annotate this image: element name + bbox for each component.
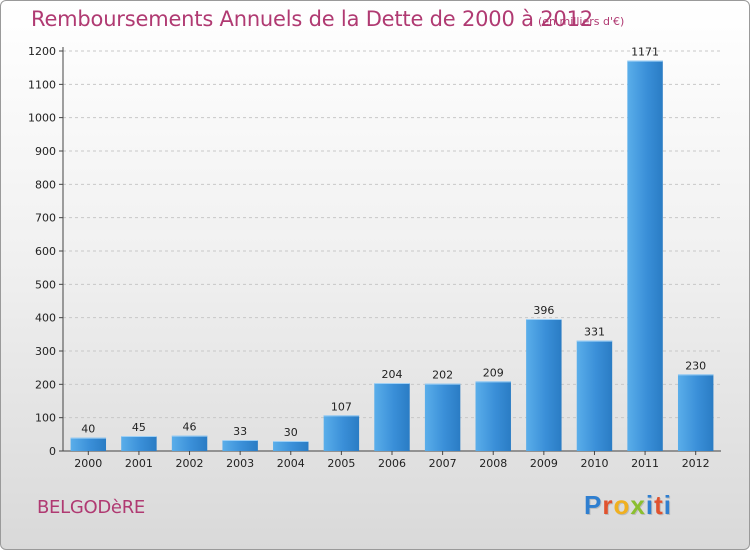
y-tick-label: 0 — [49, 445, 56, 458]
data-label: 1171 — [631, 46, 659, 59]
y-tick-label: 100 — [35, 412, 56, 425]
x-tick-label: 2001 — [125, 457, 153, 470]
x-tick-label: 2007 — [429, 457, 457, 470]
data-label: 46 — [183, 421, 197, 434]
y-tick-label: 200 — [35, 378, 56, 391]
y-tick-label: 600 — [35, 245, 56, 258]
bar — [70, 437, 107, 451]
bar — [475, 381, 511, 451]
bar — [576, 340, 613, 451]
data-label: 107 — [331, 400, 352, 413]
data-label: 396 — [533, 304, 554, 317]
bar — [677, 374, 714, 451]
brand-letter: r — [602, 490, 614, 520]
bar — [526, 319, 562, 451]
labels: 40 2000 45 2001 46 2002 33 2003 30 2004 107 2005 204… — [74, 46, 709, 470]
x-tick-label: 2000 — [74, 457, 102, 470]
chart-subtitle: (en milliers d'€) — [538, 15, 625, 28]
data-label: 33 — [233, 425, 247, 438]
bar — [323, 415, 360, 451]
brand-letter: o — [613, 490, 631, 520]
y-tick-label: 300 — [35, 345, 56, 358]
bar — [273, 441, 309, 451]
x-tick-label: 2008 — [479, 457, 507, 470]
data-label: 45 — [132, 421, 146, 434]
bar — [424, 383, 461, 451]
bar — [171, 435, 208, 451]
y-tick-label: 800 — [35, 178, 56, 191]
data-label: 202 — [432, 369, 453, 382]
commune-name: BELGODèRE — [37, 497, 145, 518]
x-tick-label: 2009 — [530, 457, 558, 470]
bars — [70, 60, 714, 452]
x-tick-label: 2002 — [176, 457, 204, 470]
y-tick-label: 1000 — [28, 112, 56, 125]
x-tick-label: 2010 — [580, 457, 608, 470]
brand-letter: i — [663, 490, 672, 520]
brand-letter: P — [584, 490, 603, 520]
data-label: 204 — [382, 368, 403, 381]
data-label: 209 — [483, 366, 504, 379]
data-label: 331 — [584, 326, 605, 339]
bar — [121, 436, 157, 451]
brand-letter: x — [630, 490, 646, 520]
bar — [222, 440, 258, 451]
y-tick-label: 1200 — [28, 45, 56, 58]
y-tick-label: 1100 — [28, 78, 56, 91]
data-label: 230 — [685, 359, 706, 372]
x-tick-label: 2003 — [226, 457, 254, 470]
data-label: 30 — [284, 426, 298, 439]
y-tick-label: 400 — [35, 312, 56, 325]
x-tick-label: 2006 — [378, 457, 406, 470]
proxiti-logo: Proxiti — [584, 490, 672, 521]
y-tick-label: 700 — [35, 212, 56, 225]
grid-lines — [63, 50, 721, 419]
y-tick-label: 500 — [35, 278, 56, 291]
data-label: 40 — [81, 423, 95, 436]
y-tick-label: 900 — [35, 145, 56, 158]
brand-letter: i — [645, 490, 655, 520]
x-tick-label: 2012 — [682, 457, 710, 470]
x-tick-label: 2005 — [327, 457, 355, 470]
bar — [374, 383, 410, 451]
bar — [627, 60, 663, 452]
x-tick-label: 2004 — [277, 457, 305, 470]
x-tick-label: 2011 — [631, 457, 659, 470]
brand-letter: t — [654, 490, 664, 520]
chart-title: Remboursements Annuels de la Dette de 20… — [31, 7, 593, 31]
